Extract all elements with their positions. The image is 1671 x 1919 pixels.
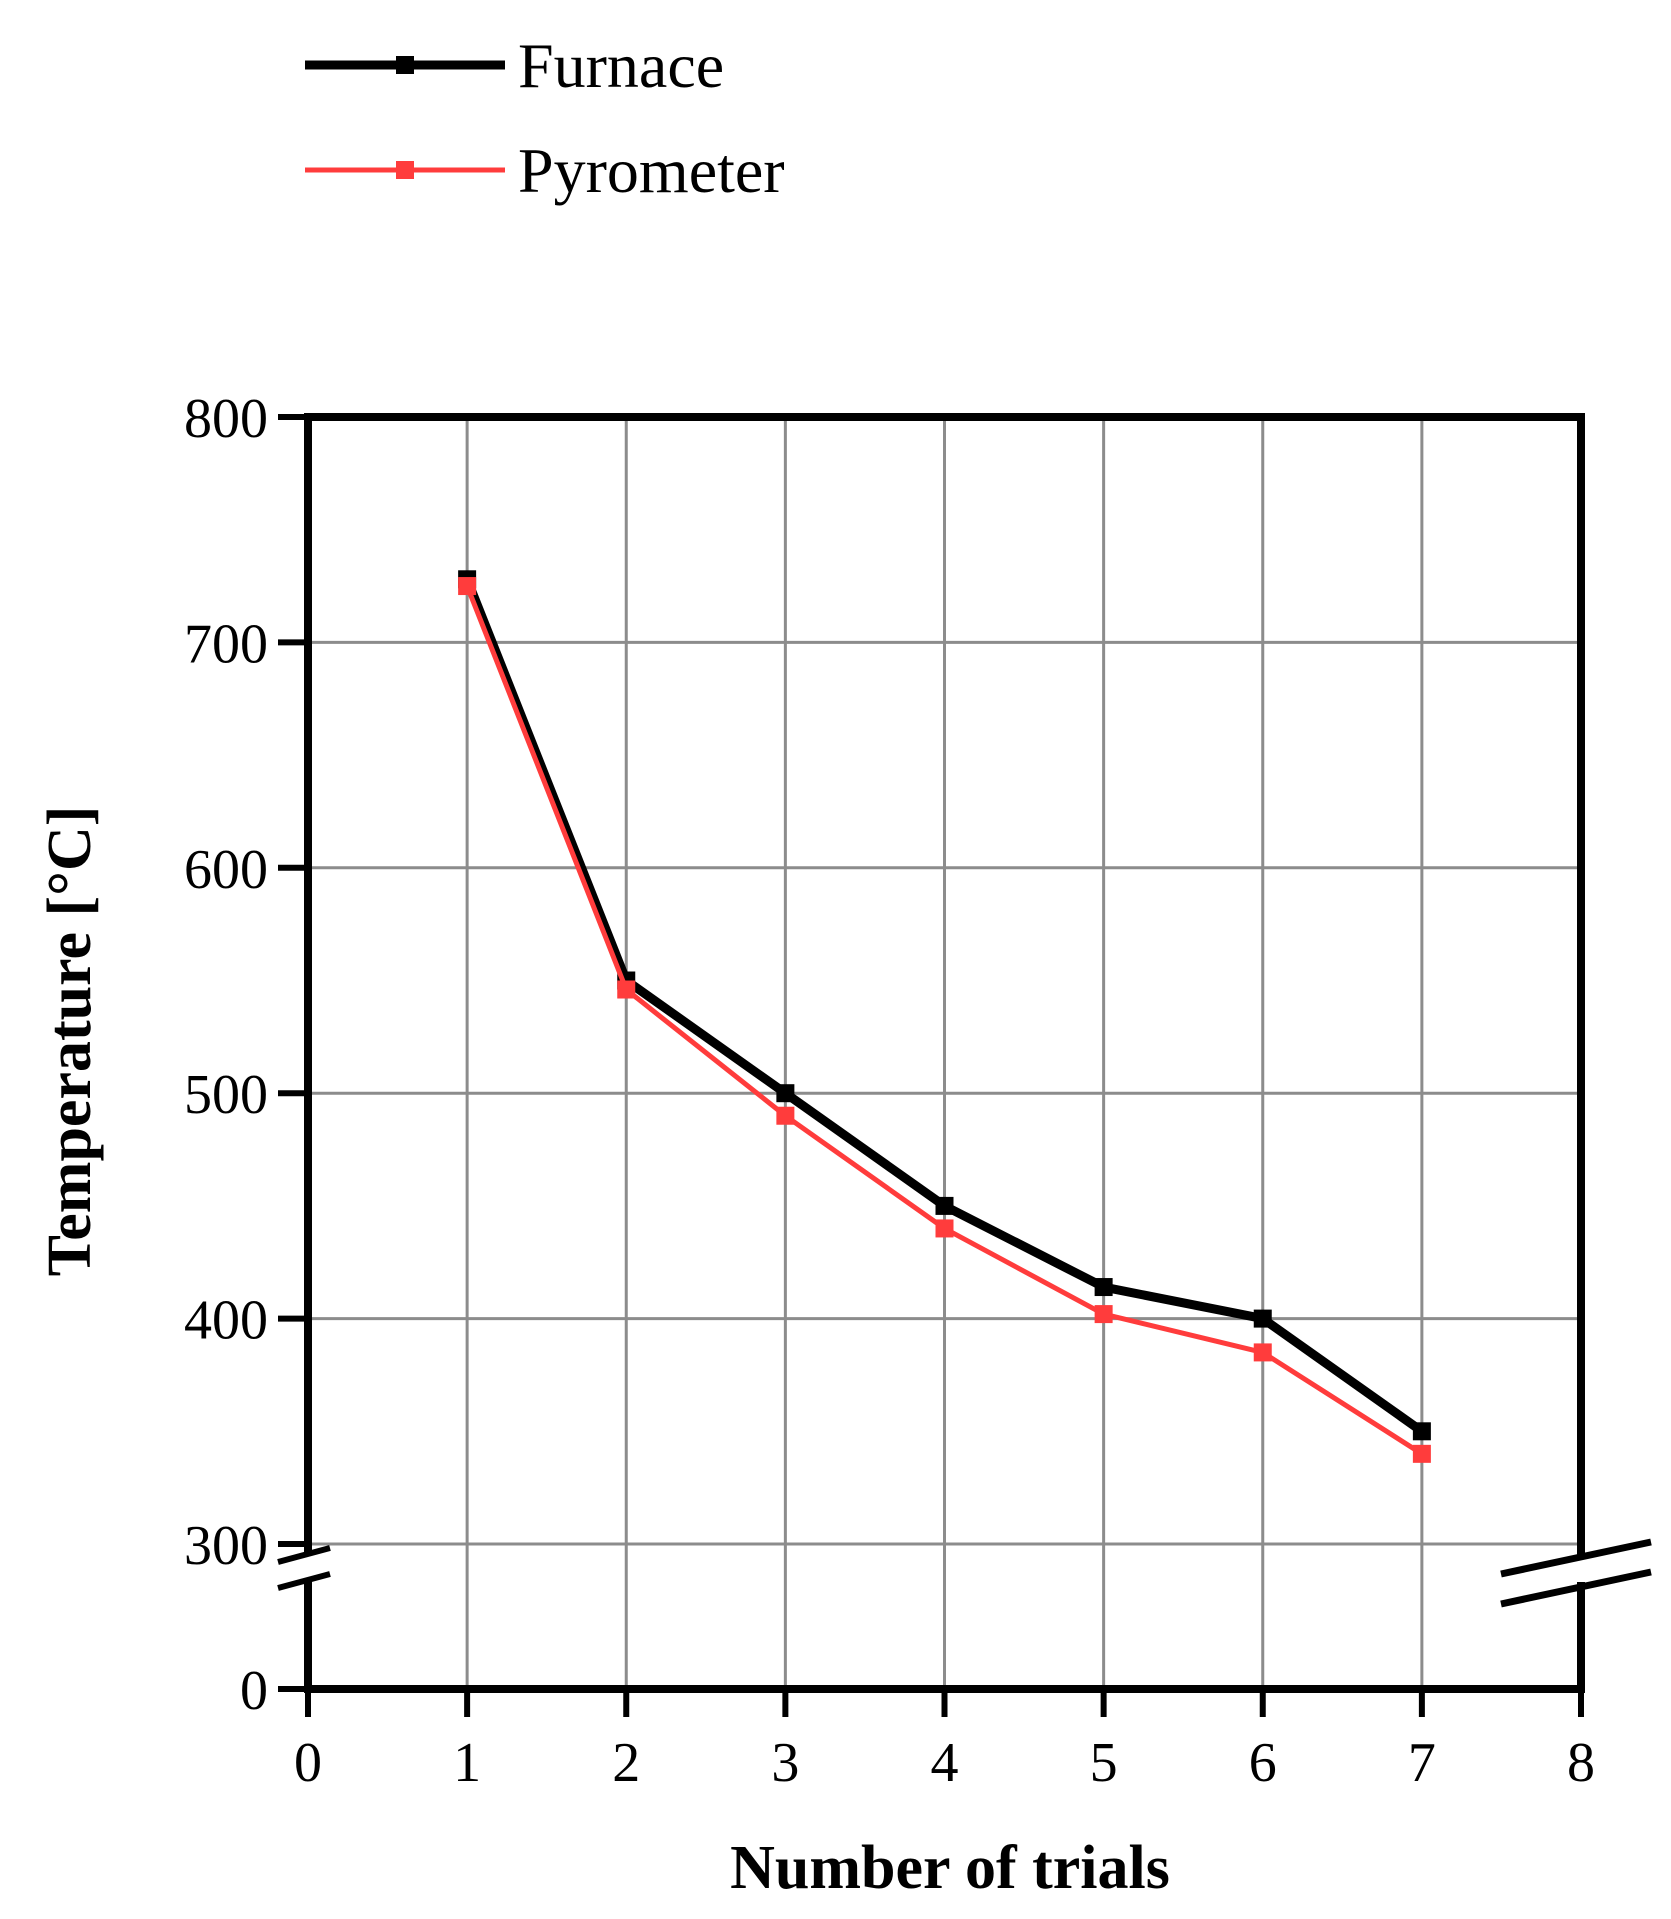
grid: [308, 417, 1581, 1689]
x-tick-label: 3: [771, 1732, 799, 1794]
y-tick-label: 0: [240, 1660, 268, 1722]
legend-label-pyrometer: Pyrometer: [518, 135, 785, 206]
x-tick-label: 2: [612, 1732, 640, 1794]
y-axis-title: Temperature [°C]: [36, 806, 104, 1277]
data-point-pyrometer: [617, 980, 636, 999]
x-tick-label: 4: [931, 1732, 959, 1794]
data-point-pyrometer: [1094, 1305, 1113, 1324]
data-point-pyrometer: [776, 1106, 795, 1125]
x-tick-label: 1: [453, 1732, 481, 1794]
data-point-pyrometer: [1412, 1444, 1431, 1463]
y-tick-label: 300: [184, 1515, 268, 1577]
data-point-furnace: [776, 1084, 795, 1103]
x-axis-title: Number of trials: [730, 1834, 1170, 1902]
series-group: [458, 570, 1431, 1463]
right-axis-break-mark: [1500, 1568, 1652, 1608]
legend-label-furnace: Furnace: [518, 30, 724, 101]
axes: 0 1 2 3 4 5 6 7 8 300 400 500 600 700 800 0: [184, 388, 1652, 1794]
x-tick-label: 8: [1567, 1732, 1595, 1794]
legend-marker-furnace: [396, 56, 414, 74]
y-tick-label: 400: [184, 1290, 268, 1352]
y-axis-break-mark: [277, 1571, 331, 1591]
y-axis-break-mark: [277, 1545, 331, 1565]
data-point-furnace: [935, 1196, 954, 1215]
y-tick-label: 700: [184, 613, 268, 675]
data-point-pyrometer: [458, 577, 477, 596]
legend-marker-pyrometer: [396, 161, 414, 179]
data-point-furnace: [1412, 1422, 1431, 1441]
x-tick-label: 6: [1249, 1732, 1277, 1794]
data-point-furnace: [1253, 1309, 1272, 1328]
y-tick-label: 600: [184, 839, 268, 901]
x-tick-label: 5: [1090, 1732, 1118, 1794]
y-tick-label: 800: [184, 388, 268, 450]
data-point-pyrometer: [1253, 1343, 1272, 1362]
legend: Furnace Pyrometer: [305, 30, 785, 206]
data-point-pyrometer: [935, 1219, 954, 1238]
y-tick-label: 500: [184, 1064, 268, 1126]
data-point-furnace: [1094, 1278, 1113, 1297]
x-tick-label: 0: [294, 1732, 322, 1794]
x-tick-label: 7: [1408, 1732, 1436, 1794]
right-axis-break-mark: [1500, 1538, 1652, 1578]
